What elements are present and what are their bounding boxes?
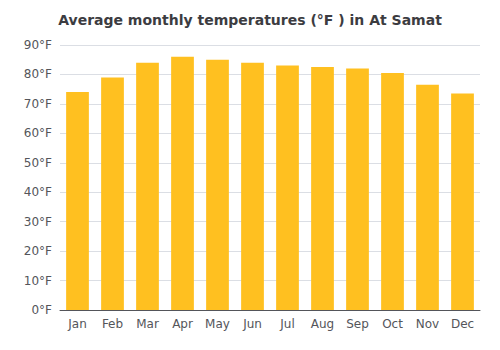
svg-text:Oct: Oct: [382, 317, 403, 331]
svg-text:Average monthly temperatures (: Average monthly temperatures (°F ) in At…: [58, 12, 442, 28]
svg-text:80°F: 80°F: [24, 67, 52, 81]
svg-text:50°F: 50°F: [24, 156, 52, 170]
svg-text:Dec: Dec: [451, 317, 474, 331]
svg-text:Jun: Jun: [242, 317, 262, 331]
svg-text:20°F: 20°F: [24, 244, 52, 258]
svg-text:Jul: Jul: [279, 317, 294, 331]
svg-text:30°F: 30°F: [24, 215, 52, 229]
svg-text:Nov: Nov: [416, 317, 439, 331]
svg-text:10°F: 10°F: [24, 274, 52, 288]
svg-text:40°F: 40°F: [24, 185, 52, 199]
svg-text:May: May: [205, 317, 230, 331]
svg-text:60°F: 60°F: [24, 126, 52, 140]
svg-text:Sep: Sep: [346, 317, 369, 331]
svg-text:Mar: Mar: [136, 317, 159, 331]
svg-text:90°F: 90°F: [24, 38, 52, 52]
svg-text:Aug: Aug: [311, 317, 334, 331]
svg-text:0°F: 0°F: [31, 303, 52, 317]
svg-text:Jan: Jan: [67, 317, 87, 331]
svg-text:70°F: 70°F: [24, 97, 52, 111]
svg-text:Feb: Feb: [102, 317, 123, 331]
svg-text:Apr: Apr: [172, 317, 193, 331]
